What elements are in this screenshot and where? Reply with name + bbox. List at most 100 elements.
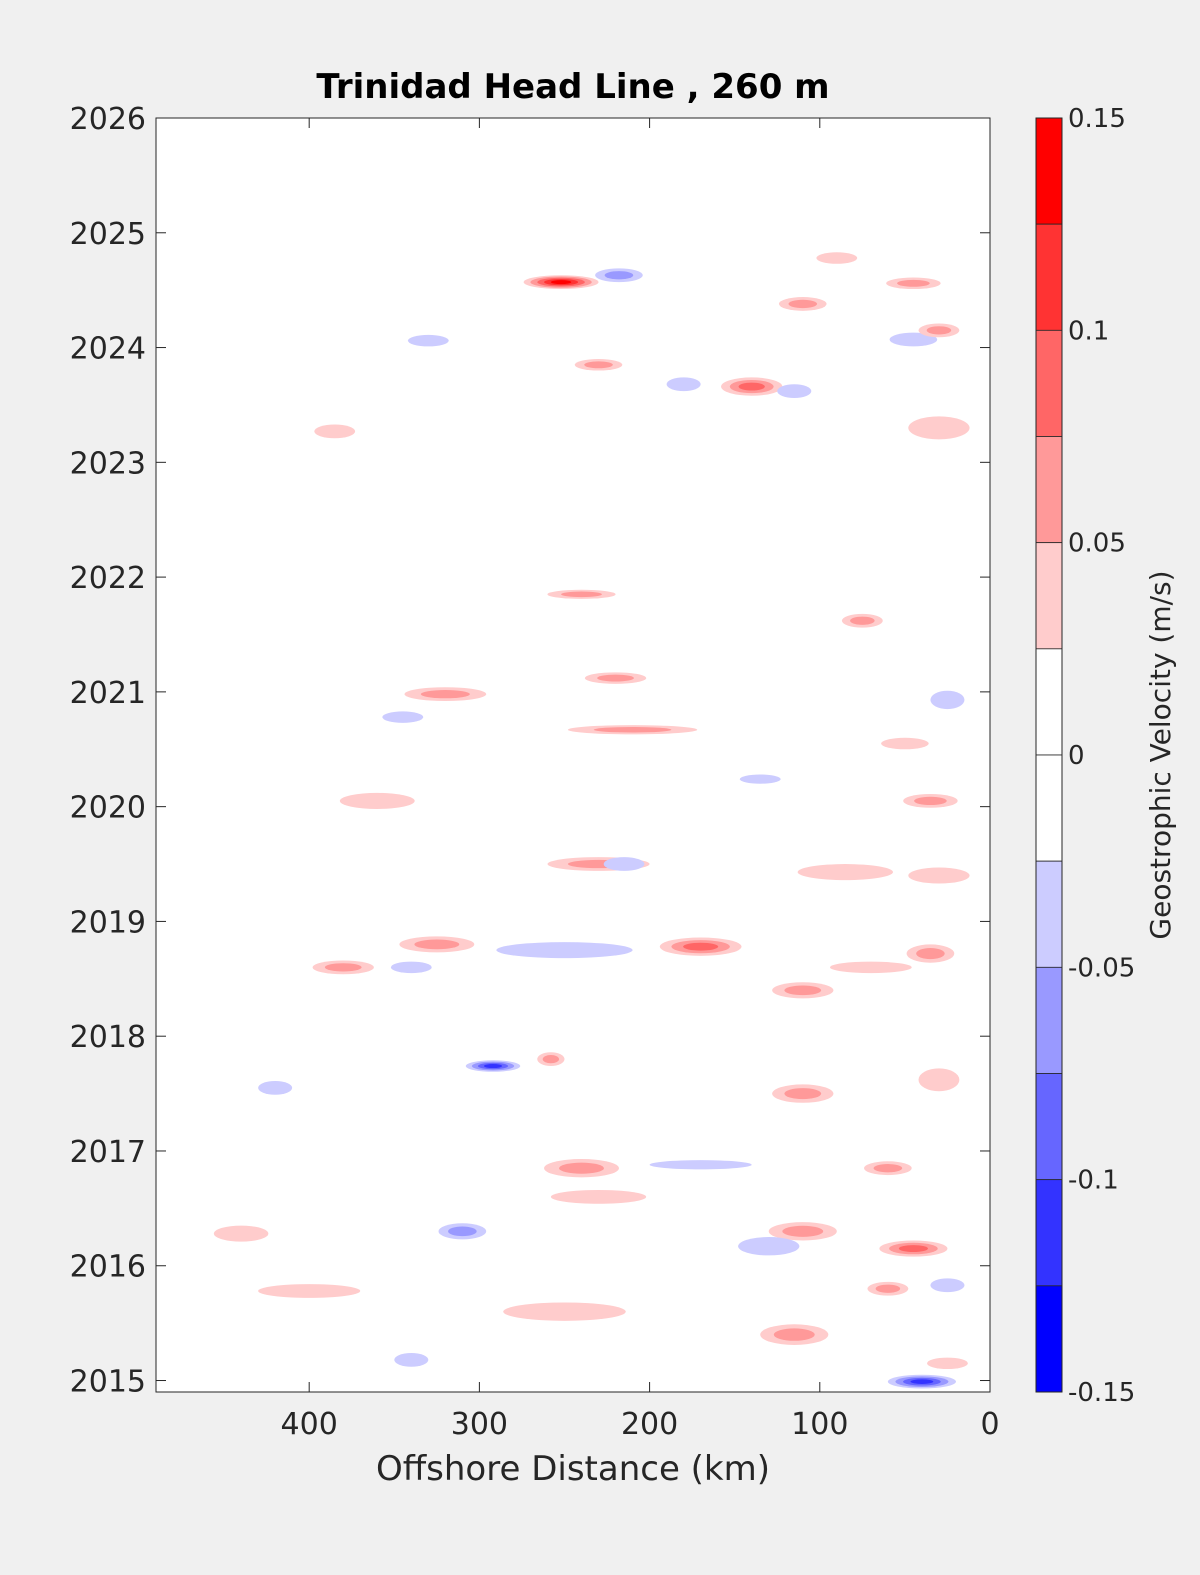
contour-feature	[841, 613, 883, 628]
contour-feature	[918, 1068, 960, 1092]
contour-feature	[399, 936, 475, 953]
colorbar-segment	[1035, 1179, 1063, 1287]
contour-feature	[603, 857, 645, 871]
contour-level	[739, 774, 781, 784]
contour-level	[382, 711, 424, 723]
contour-level	[908, 867, 970, 884]
y-tick-label: 2019	[70, 905, 146, 940]
y-tick-label: 2023	[70, 446, 146, 481]
contour-feature	[404, 687, 487, 702]
contour-level	[496, 942, 633, 959]
contour-level	[414, 939, 460, 950]
x-axis-label: Offshore Distance (km)	[376, 1449, 770, 1489]
y-tick-label: 2017	[70, 1135, 146, 1170]
y-tick-label: 2024	[70, 332, 146, 367]
contour-level	[593, 726, 672, 733]
x-tick-label: 300	[451, 1407, 508, 1442]
contour-level	[738, 382, 765, 391]
contour-level	[420, 690, 470, 699]
contour-level	[889, 332, 938, 347]
contour-level	[898, 1245, 928, 1252]
contour-feature	[465, 1060, 521, 1072]
contour-level	[258, 1080, 293, 1095]
y-tick-label: 2026	[70, 102, 146, 137]
y-tick-label: 2021	[70, 676, 146, 711]
contour-level	[927, 1357, 968, 1370]
contour-level	[604, 271, 634, 280]
contour-feature	[889, 332, 938, 347]
contour-feature	[390, 961, 432, 974]
contour-level	[777, 384, 812, 399]
contour-feature	[881, 737, 929, 750]
contour-level	[908, 416, 970, 440]
contour-feature	[339, 792, 415, 809]
x-tick-label: 200	[621, 1407, 678, 1442]
contour-level	[797, 864, 893, 881]
y-tick-label: 2022	[70, 561, 146, 596]
contour-feature	[777, 384, 812, 399]
colorbar-tick-label: 0.1	[1068, 316, 1109, 346]
contour-level	[213, 1225, 269, 1242]
x-axis: 400 300 200 100 0	[281, 118, 1000, 1442]
colorbar-segment	[1035, 1073, 1063, 1181]
y-tick-label: 2020	[70, 791, 146, 826]
y-tick-label: 2016	[70, 1250, 146, 1285]
contour-feature	[778, 297, 827, 311]
colorbar-segment	[1035, 117, 1063, 225]
contour-level	[314, 424, 356, 439]
contour-feature	[908, 416, 970, 440]
colorbar-segment	[1035, 329, 1063, 437]
contour-feature	[772, 982, 834, 999]
contour-level	[897, 279, 930, 287]
contour-feature	[496, 942, 633, 959]
contour-feature	[659, 937, 742, 956]
colorbar-segment	[1035, 860, 1063, 968]
contour-feature	[666, 377, 701, 392]
contour-feature	[547, 589, 616, 599]
contour-level	[788, 299, 818, 309]
colorbar-segment	[1035, 1285, 1063, 1393]
contour-feature	[258, 1284, 361, 1298]
colorbar-label: Geostrophic Velocity (m/s)	[1144, 570, 1177, 939]
contour-level	[550, 280, 572, 285]
contour-feature	[382, 711, 424, 723]
colorbar-tick-label: 0.15	[1068, 104, 1126, 134]
contour-level	[816, 252, 858, 264]
contour-level	[448, 1226, 477, 1237]
colorbar-frame	[1035, 117, 1063, 1393]
contour-level	[561, 591, 602, 598]
y-tick-label: 2025	[70, 217, 146, 252]
colorbar-tick-label: -0.15	[1068, 1378, 1135, 1408]
contour-level	[649, 1160, 752, 1170]
contour-feature	[738, 1237, 800, 1256]
colorbar: 0.15 0.1 0.05 0 -0.05 -0.1 -0.15	[1035, 104, 1135, 1408]
y-tick-label: 2015	[70, 1365, 146, 1400]
y-tick-label: 2018	[70, 1020, 146, 1055]
contour-feature	[906, 944, 955, 963]
contour-feature	[550, 1189, 647, 1204]
colorbar-segment	[1035, 648, 1063, 756]
plot-frame	[155, 117, 991, 1393]
contour-feature	[503, 1302, 626, 1321]
contour-feature	[930, 690, 965, 710]
contour-feature	[760, 1324, 829, 1345]
contour-level	[542, 1055, 560, 1064]
contour-level	[910, 1379, 934, 1384]
contour-feature	[544, 1159, 619, 1178]
contour-level	[683, 942, 719, 951]
x-tick-label: 0	[980, 1407, 999, 1442]
contour-feature	[864, 1161, 912, 1176]
contour-level	[873, 1164, 903, 1173]
contour-level	[503, 1302, 626, 1321]
contour-level	[782, 1225, 824, 1237]
contour-level	[483, 1064, 503, 1069]
contour-level	[784, 1088, 822, 1100]
contour-feature	[438, 1223, 487, 1240]
contour-feature	[879, 1240, 948, 1257]
contour-level	[914, 796, 947, 806]
contour-feature	[574, 359, 623, 371]
contour-level	[597, 674, 634, 682]
x-tick-label: 400	[281, 1407, 338, 1442]
contour-feature	[886, 277, 941, 290]
